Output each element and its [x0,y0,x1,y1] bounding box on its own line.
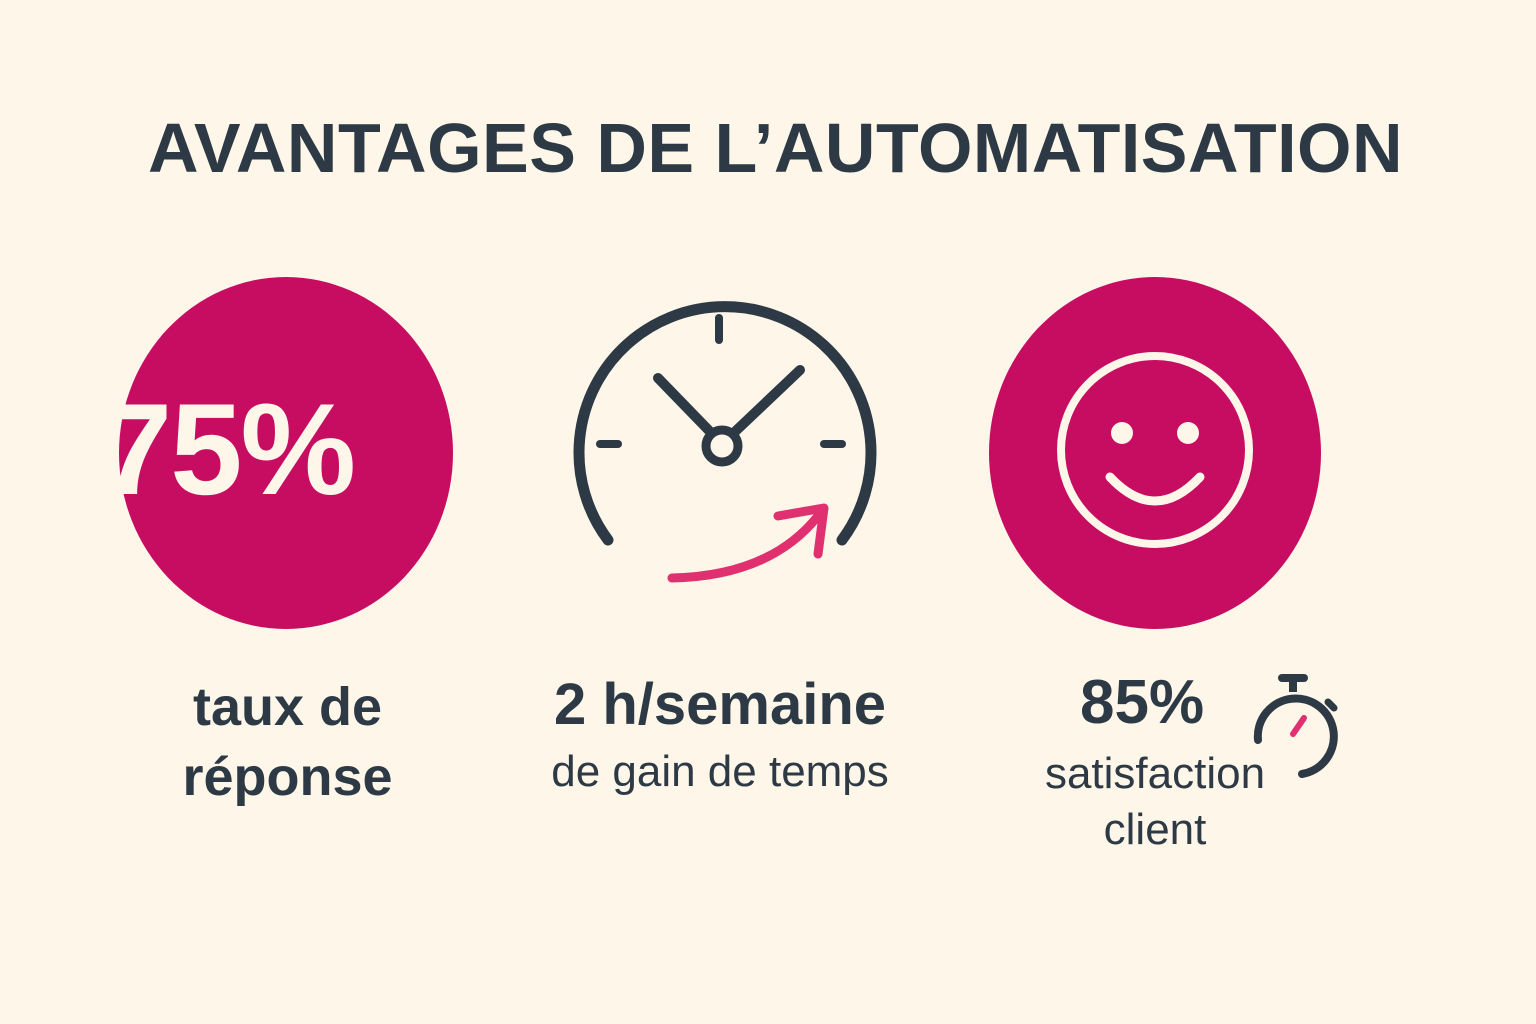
response-rate-label-line2: réponse [182,747,393,807]
time-saved-value: 2 h/semaine [553,672,887,737]
smiley-icon [1057,352,1253,548]
satisfaction-value: 85% [1080,668,1205,737]
response-rate-label: taux de réponse [140,672,435,812]
satisfaction-label-line2: client [1103,805,1207,854]
page-title: AVANTAGES DE L’AUTOMATISATION [148,109,1404,187]
stopwatch-icon [1253,674,1338,778]
response-rate-circle [119,277,453,629]
clock-icon [573,301,877,583]
satisfaction-label-line1: satisfaction [1044,749,1266,798]
satisfaction-circle [989,277,1321,629]
response-rate-value: 75% [99,376,356,522]
time-saved-label: de gain de temps [551,747,889,796]
response-rate-label-line1: taux de [192,677,383,737]
